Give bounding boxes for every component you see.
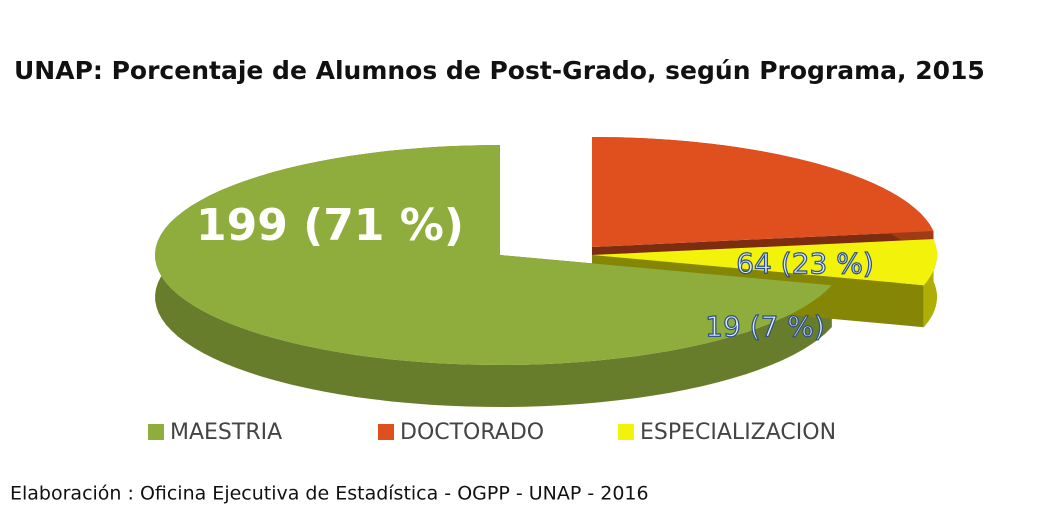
legend-label: ESPECIALIZACION (640, 420, 836, 445)
legend-label: MAESTRIA (170, 420, 282, 445)
legend-swatch (148, 424, 164, 440)
legend-label: DOCTORADO (400, 420, 544, 445)
legend-swatch (618, 424, 634, 440)
value-label: 199 (71 %) (196, 200, 464, 251)
legend-swatch (378, 424, 394, 440)
slice (592, 239, 937, 286)
value-label: 64 (23 %) (736, 247, 874, 280)
chart-title: UNAP: Porcentaje de Alumnos de Post-Grad… (14, 56, 985, 85)
value-label: 19 (7 %) (705, 310, 825, 343)
slice (155, 145, 832, 365)
source-note: Elaboración : Oficina Ejecutiva de Estad… (10, 483, 649, 505)
slice (592, 137, 934, 247)
